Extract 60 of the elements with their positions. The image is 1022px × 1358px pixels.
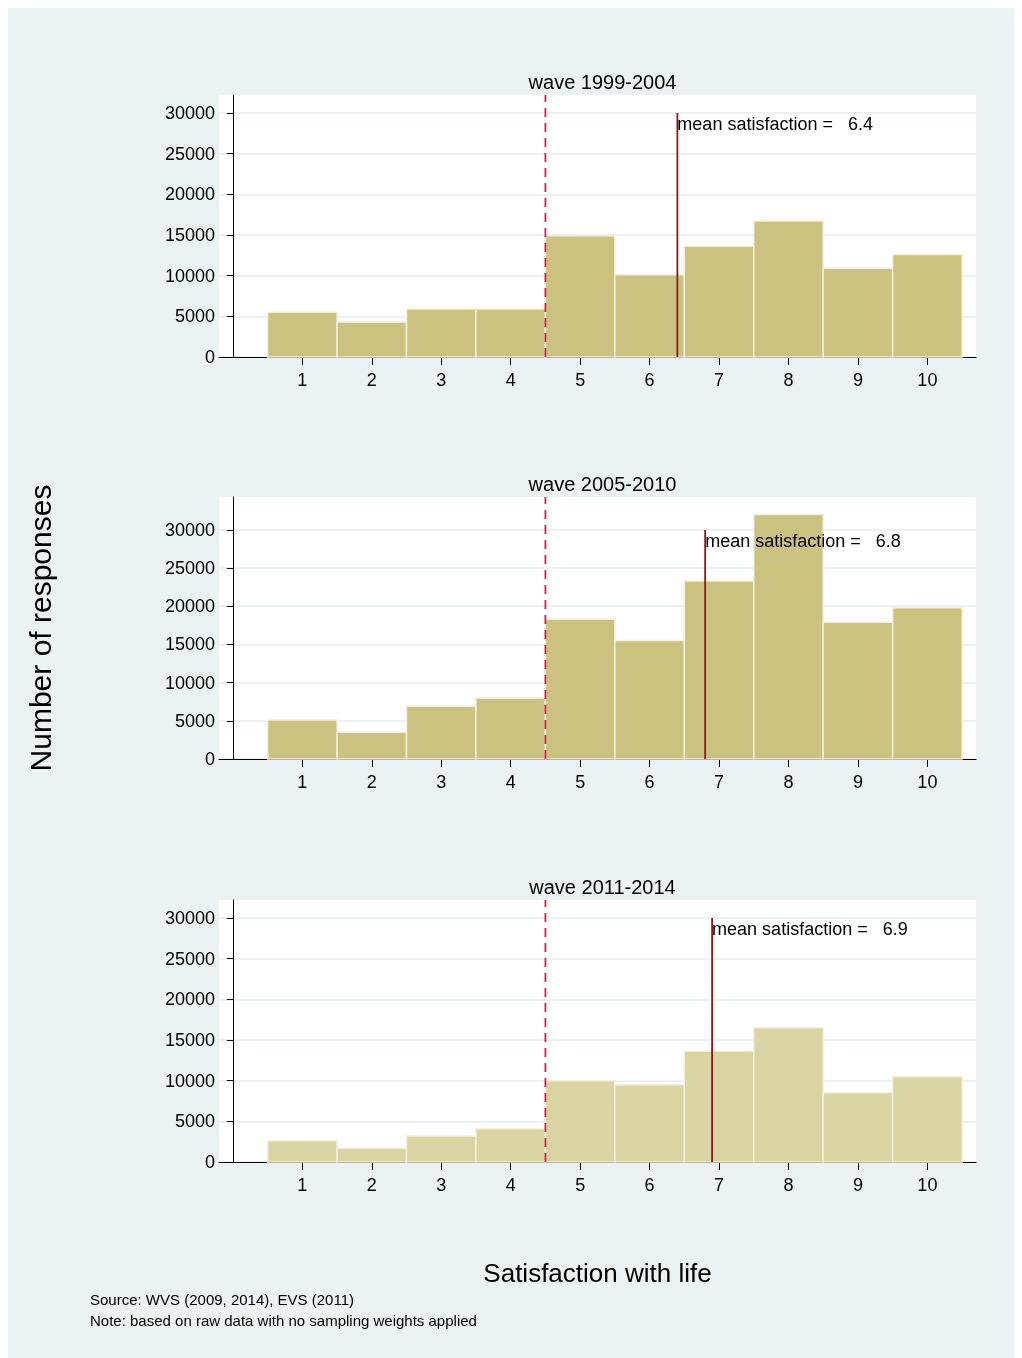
y-tick-label: 5000 bbox=[174, 710, 215, 731]
x-tick-label: 2 bbox=[366, 772, 377, 792]
x-tick-label: 3 bbox=[436, 1175, 447, 1195]
y-tick-label: 5000 bbox=[174, 1111, 215, 1132]
source-note: Source: WVS (2009, 2014), EVS (2011) bbox=[90, 1291, 355, 1308]
y-axis-title: Number of responses bbox=[23, 484, 57, 772]
y-tick-label: 30000 bbox=[164, 519, 215, 540]
x-tick-label: 8 bbox=[783, 370, 794, 390]
y-tick-label: 15000 bbox=[164, 634, 215, 655]
y-tick-label: 20000 bbox=[164, 184, 215, 205]
x-tick-label: 7 bbox=[714, 370, 725, 390]
y-tick-label: 0 bbox=[204, 1152, 215, 1172]
x-tick-label: 2 bbox=[366, 1175, 377, 1195]
x-tick-label: 4 bbox=[505, 772, 516, 792]
x-tick-label: 6 bbox=[644, 772, 655, 792]
x-tick-label: 7 bbox=[714, 772, 725, 792]
chart-title: wave 1999-2004 bbox=[527, 71, 677, 93]
x-tick-label: 9 bbox=[852, 370, 863, 390]
x-tick-label: 9 bbox=[852, 1175, 863, 1195]
y-tick-label: 0 bbox=[204, 347, 215, 367]
y-tick-label: 10000 bbox=[164, 672, 215, 693]
x-tick-label: 7 bbox=[714, 1175, 725, 1195]
x-tick-label: 5 bbox=[575, 772, 586, 792]
y-tick-label: 15000 bbox=[164, 224, 215, 245]
y-tick-label: 25000 bbox=[164, 143, 215, 164]
x-tick-label: 3 bbox=[436, 772, 447, 792]
x-tick-label: 6 bbox=[644, 1175, 655, 1195]
x-tick-label: 10 bbox=[917, 772, 938, 792]
x-axis-title: Satisfaction with life bbox=[483, 1258, 712, 1288]
x-tick-label: 1 bbox=[297, 370, 308, 390]
ref-line-label: mean satisfaction = 6.9 bbox=[712, 918, 908, 939]
x-tick-label: 8 bbox=[783, 1175, 794, 1195]
x-tick-label: 8 bbox=[783, 772, 794, 792]
x-tick-label: 10 bbox=[917, 1175, 938, 1195]
y-tick-label: 10000 bbox=[164, 265, 215, 286]
x-tick-label: 6 bbox=[644, 370, 655, 390]
x-tick-label: 5 bbox=[575, 370, 586, 390]
x-tick-label: 1 bbox=[297, 1175, 308, 1195]
y-tick-label: 20000 bbox=[164, 989, 215, 1010]
x-tick-label: 5 bbox=[575, 1175, 586, 1195]
y-tick-label: 25000 bbox=[164, 948, 215, 969]
x-tick-label: 10 bbox=[917, 370, 938, 390]
x-tick-label: 1 bbox=[297, 772, 308, 792]
x-tick-label: 9 bbox=[852, 772, 863, 792]
y-tick-label: 15000 bbox=[164, 1029, 215, 1050]
ref-line-label: mean satisfaction = 6.4 bbox=[677, 113, 873, 134]
chart-title: wave 2005-2010 bbox=[527, 473, 677, 495]
x-tick-label: 4 bbox=[505, 1175, 516, 1195]
chart-title: wave 2011-2014 bbox=[528, 876, 676, 898]
y-tick-label: 30000 bbox=[164, 102, 215, 123]
x-tick-label: 3 bbox=[436, 370, 447, 390]
y-tick-label: 0 bbox=[204, 749, 215, 769]
y-tick-label: 20000 bbox=[164, 596, 215, 617]
x-tick-label: 2 bbox=[366, 370, 377, 390]
text: Note: based on raw data with no sampling weights applied bbox=[90, 1312, 477, 1329]
y-tick-label: 5000 bbox=[174, 306, 215, 327]
x-tick-label: 4 bbox=[505, 370, 516, 390]
y-tick-label: 30000 bbox=[164, 907, 215, 928]
y-tick-label: 25000 bbox=[164, 558, 215, 579]
y-tick-label: 10000 bbox=[164, 1070, 215, 1091]
